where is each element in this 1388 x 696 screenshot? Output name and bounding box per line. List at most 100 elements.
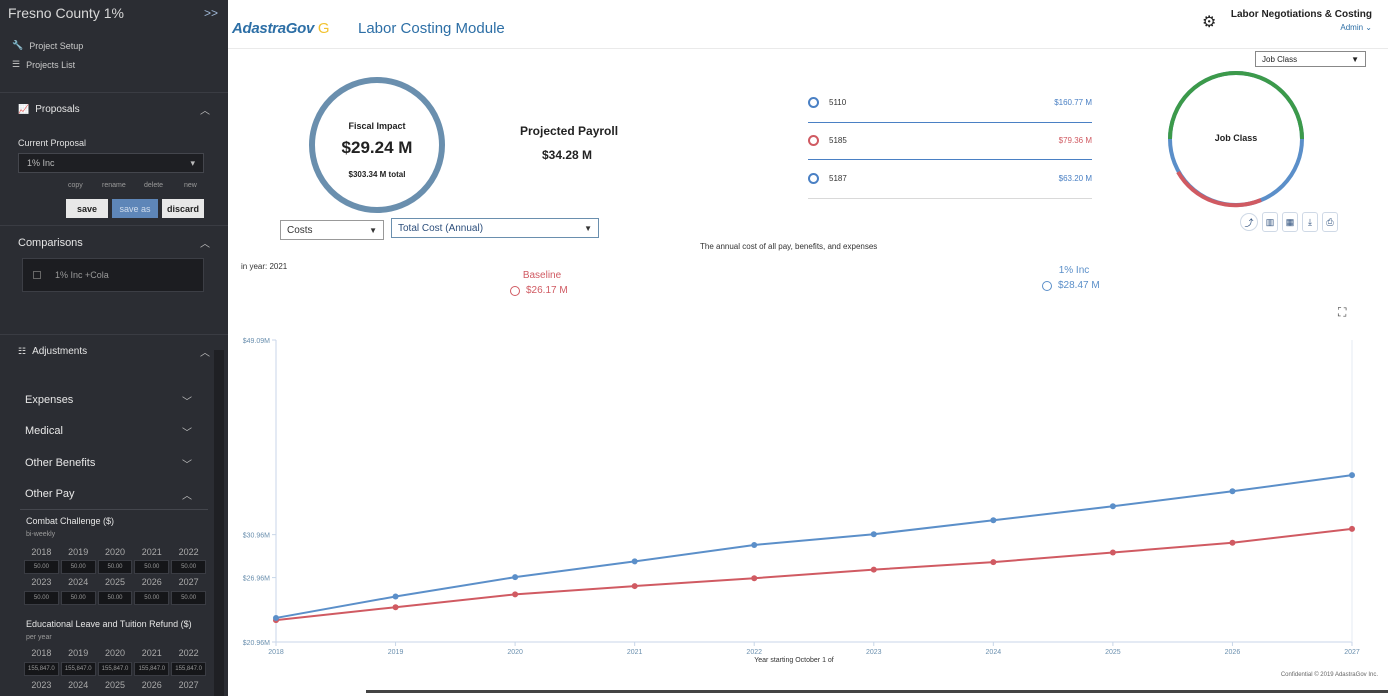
- value-input[interactable]: 50.00: [24, 591, 59, 605]
- value-input[interactable]: 50.00: [60, 560, 96, 574]
- logo-mark: G: [317, 20, 330, 37]
- caret-down-icon: ▼: [369, 225, 377, 235]
- job-class-row[interactable]: 5110 $160.77 M: [808, 84, 1092, 121]
- data-point-1-inc[interactable]: [1229, 488, 1236, 495]
- expand-icon[interactable]: ⛶: [1338, 305, 1347, 319]
- sidebar-scrollbar[interactable]: [214, 350, 224, 696]
- data-point-1-inc[interactable]: [392, 593, 399, 600]
- data-point-baseline[interactable]: [631, 583, 638, 590]
- value-input[interactable]: 50.00: [24, 560, 59, 574]
- job-class-row[interactable]: 5187 $63.20 M: [808, 160, 1092, 197]
- value-input[interactable]: 155,847.0: [60, 662, 96, 676]
- baseline-legend[interactable]: $26.17 M: [510, 285, 568, 296]
- data-point-baseline[interactable]: [1349, 525, 1355, 532]
- data-point-baseline[interactable]: [990, 559, 997, 566]
- value-input[interactable]: 155,847.0: [134, 662, 170, 676]
- double-chevron-right-icon[interactable]: >>: [203, 6, 218, 20]
- data-point-1-inc[interactable]: [512, 574, 519, 581]
- value-input[interactable]: 155,847.0: [171, 662, 206, 676]
- copy-link[interactable]: copy: [68, 182, 83, 189]
- job-class-select[interactable]: Job Class ▼: [1255, 51, 1366, 67]
- rename-link[interactable]: rename: [102, 182, 126, 189]
- adjustments-section-header[interactable]: ☷ Adjustments ︿: [0, 334, 228, 368]
- new-link[interactable]: new: [184, 182, 197, 189]
- year-label: 2020: [104, 648, 125, 658]
- chevron-down-icon: ﹀: [182, 459, 192, 471]
- data-point-1-inc[interactable]: [990, 517, 997, 524]
- data-point-1-inc[interactable]: [1109, 503, 1116, 510]
- proposals-section-header[interactable]: 📈 Proposals ︿: [0, 92, 228, 126]
- value-input[interactable]: 155,847.0: [97, 662, 133, 676]
- data-point-1-inc[interactable]: [631, 558, 638, 565]
- value-input[interactable]: 50.00: [134, 560, 170, 574]
- app-logo[interactable]: AdastraGov G: [232, 20, 330, 37]
- data-point-baseline[interactable]: [1109, 549, 1116, 556]
- year-label: 2022: [178, 547, 199, 557]
- circle-icon: [808, 97, 819, 108]
- cost-line-chart: $20.96M $26.96M $30.96M $49.09M 2018 2019 2020…: [243, 338, 1360, 664]
- accordion-medical[interactable]: Medical ﹀: [0, 416, 214, 446]
- year-label: 2018: [31, 547, 52, 557]
- data-point-1-inc[interactable]: [751, 541, 758, 548]
- accordion-label: Other Pay: [25, 488, 75, 500]
- proposal-legend[interactable]: $28.47 M: [1042, 280, 1100, 291]
- value-input[interactable]: 50.00: [97, 591, 133, 605]
- data-point-baseline[interactable]: [1229, 539, 1236, 546]
- comparison-item[interactable]: 1% Inc +Cola: [55, 270, 109, 280]
- year-label: 2021: [141, 648, 162, 658]
- fiscal-impact-circle: Fiscal Impact $29.24 M $303.34 M total: [309, 77, 445, 213]
- projected-payroll-value: $34.28 M: [542, 148, 593, 162]
- data-point-1-inc[interactable]: [870, 531, 877, 538]
- data-point-baseline[interactable]: [870, 566, 877, 573]
- module-title: Labor Costing Module: [358, 20, 505, 37]
- x-tick-label: 2020: [507, 649, 523, 656]
- comparison-checkbox[interactable]: [33, 271, 41, 279]
- delete-link[interactable]: delete: [144, 182, 164, 189]
- metric-select[interactable]: Total Cost (Annual) ▼: [391, 218, 599, 238]
- value-input[interactable]: 50.00: [171, 560, 206, 574]
- data-point-1-inc[interactable]: [1349, 472, 1355, 479]
- print-icon[interactable]: ⎙: [1322, 212, 1338, 232]
- edu-years-row-1: 2018 2019 2020 2021 2022: [24, 648, 206, 658]
- accordion-expenses[interactable]: Expenses ﹀: [0, 385, 214, 415]
- data-point-baseline[interactable]: [392, 604, 399, 611]
- accordion-label: Expenses: [25, 394, 74, 406]
- baseline-legend-name: Baseline: [522, 270, 562, 281]
- sidebar-item-projects-list[interactable]: ☰ Projects List: [12, 59, 75, 70]
- donut-green-segment: [1168, 71, 1304, 140]
- save-as-button[interactable]: save as: [112, 199, 158, 218]
- value-input[interactable]: 50.00: [97, 560, 133, 574]
- table-icon[interactable]: ▦: [1282, 212, 1298, 232]
- sidebar-item-project-setup[interactable]: 🔧 Project Setup: [12, 40, 83, 51]
- line-chart-icon[interactable]: ⤴: [1240, 213, 1258, 231]
- value-input[interactable]: 155,847.0: [24, 662, 59, 676]
- combat-years-row-1: 2018 2019 2020 2021 2022: [24, 547, 206, 557]
- comparisons-section-header[interactable]: Comparisons ︿: [0, 225, 228, 259]
- value-input[interactable]: 50.00: [171, 591, 206, 605]
- value-input[interactable]: 50.00: [60, 591, 96, 605]
- data-point-baseline[interactable]: [751, 575, 758, 582]
- job-class-select-value: Job Class: [1262, 54, 1298, 64]
- data-point-baseline[interactable]: [512, 591, 519, 598]
- accordion-label: Other Benefits: [25, 457, 96, 469]
- gear-icon[interactable]: ⚙: [1202, 14, 1217, 31]
- current-proposal-select[interactable]: 1% Inc ▾: [18, 153, 204, 173]
- edu-years-row-2: 2023 2024 2025 2026 2027: [24, 680, 206, 690]
- user-menu[interactable]: Admin ⌄: [1340, 23, 1372, 32]
- logo-text: AdastraGov: [232, 20, 315, 37]
- save-button[interactable]: save: [66, 199, 108, 218]
- chart-caption: The annual cost of all pay, benefits, an…: [700, 242, 878, 251]
- accordion-other-pay[interactable]: Other Pay ︿: [0, 479, 214, 509]
- job-class-row[interactable]: 5185 $79.36 M: [808, 122, 1092, 159]
- accordion-other-benefits[interactable]: Other Benefits ﹀: [0, 448, 214, 478]
- category-select[interactable]: Costs ▼: [280, 220, 384, 240]
- job-class-code: 5110: [829, 98, 847, 107]
- value-input[interactable]: 50.00: [134, 591, 170, 605]
- sidebar-item-label: Project Setup: [29, 40, 84, 51]
- year-label: 2018: [31, 648, 52, 658]
- discard-button[interactable]: discard: [162, 199, 204, 218]
- data-point-1-inc[interactable]: [273, 614, 279, 621]
- download-icon[interactable]: ⤓: [1302, 212, 1318, 232]
- bar-chart-icon[interactable]: ▥: [1262, 212, 1278, 232]
- year-label: 2026: [141, 577, 162, 587]
